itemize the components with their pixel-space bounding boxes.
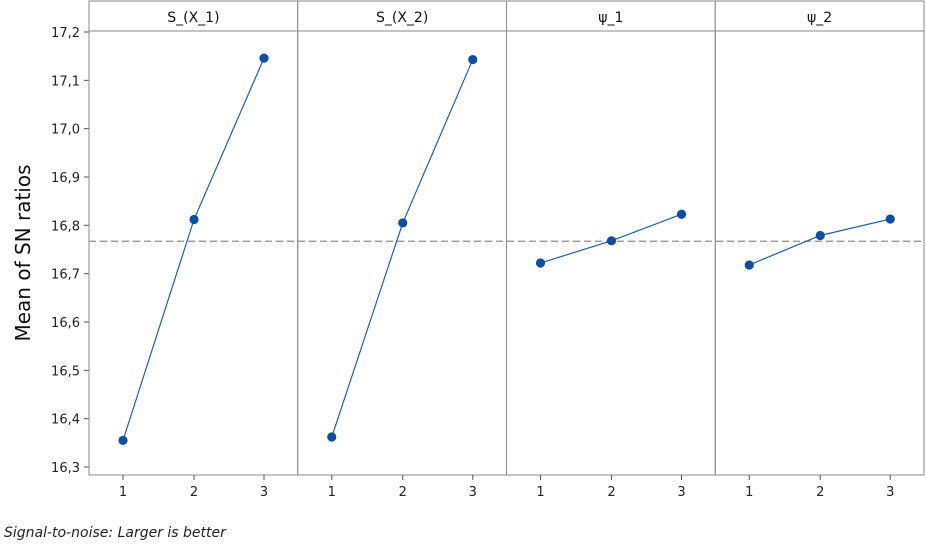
data-point (815, 230, 825, 241)
y-tick-label: 16,3 (51, 461, 80, 476)
series-line (331, 59, 474, 438)
panel-title: ψ_2 (807, 10, 832, 26)
x-tick-label: 3 (677, 485, 685, 500)
y-tick-label: 16,9 (51, 171, 80, 186)
x-tick-label: 3 (469, 485, 477, 500)
data-point (885, 214, 895, 224)
x-tick-label: 2 (607, 485, 615, 500)
y-tick-label: 16,4 (51, 413, 80, 428)
x-tick-label: 1 (328, 485, 336, 500)
panel-header (297, 0, 507, 32)
x-tick-label: 3 (886, 485, 894, 500)
y-tick-label: 17,1 (51, 74, 80, 89)
data-point (535, 258, 546, 268)
panel-frame (297, 0, 507, 476)
series-line (749, 218, 891, 266)
data-point (259, 53, 269, 63)
x-tick-label: 1 (119, 485, 127, 500)
y-tick-label: 16,8 (51, 219, 80, 234)
series-line (122, 57, 265, 441)
y-tick-label: 16,6 (51, 316, 80, 331)
x-tick-label: 1 (745, 485, 753, 500)
x-tick-label: 2 (399, 485, 407, 500)
x-tick-label: 3 (260, 485, 268, 500)
panel-title: S_(X_1) (167, 10, 219, 26)
data-point (327, 432, 337, 442)
data-point (744, 260, 754, 270)
panel-title: S_(X_2) (376, 10, 428, 26)
y-tick-label: 16,7 (51, 268, 80, 283)
data-point (398, 218, 408, 228)
y-axis-label: Mean of SN ratios (11, 164, 35, 341)
data-point (189, 214, 199, 225)
data-point (468, 54, 478, 65)
y-tick-label: 17,2 (51, 26, 80, 41)
x-tick-label: 2 (190, 485, 198, 500)
data-point (606, 236, 617, 246)
y-tick-label: 16,5 (51, 364, 80, 379)
x-tick-label: 1 (536, 485, 544, 500)
data-point (676, 209, 687, 219)
x-tick-label: 2 (816, 485, 824, 500)
panel-header (506, 0, 716, 32)
panel-title: ψ_1 (598, 10, 623, 26)
footnote: Signal-to-noise: Larger is better (4, 525, 226, 541)
panel-header (714, 0, 925, 32)
panel-frame (88, 0, 299, 476)
y-tick-label: 17,0 (51, 123, 80, 138)
data-point (118, 435, 128, 446)
